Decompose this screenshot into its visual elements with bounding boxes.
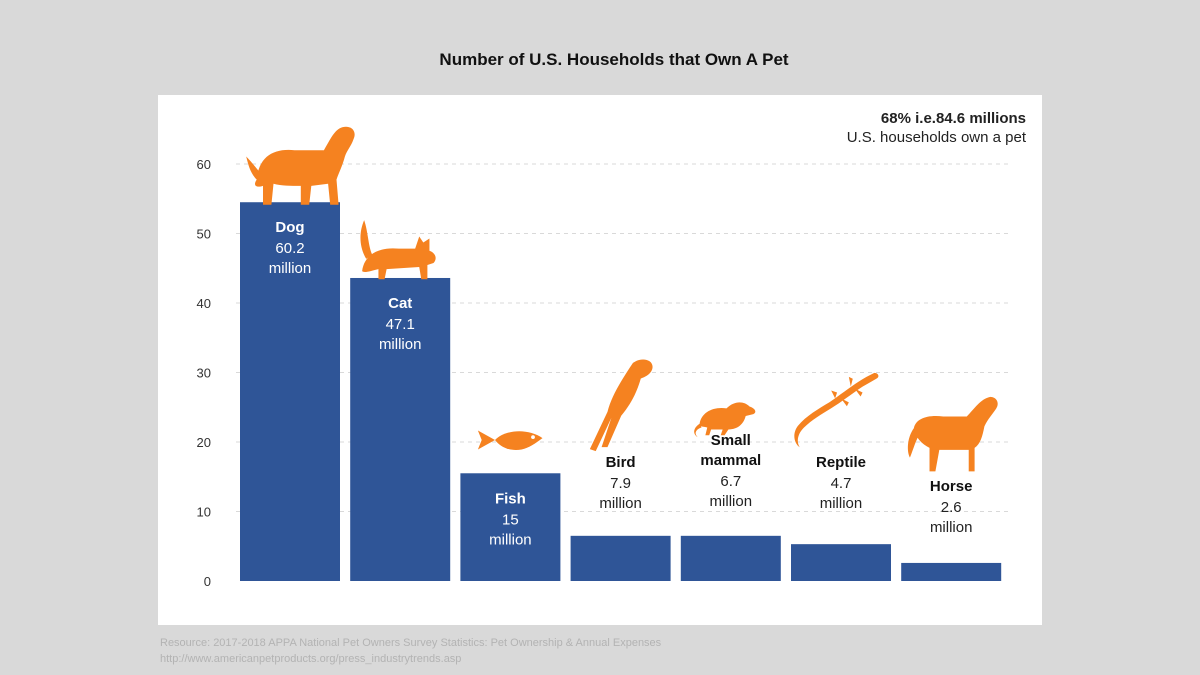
bar-label-unit: million (599, 495, 642, 512)
bar-fish (460, 473, 561, 581)
bar-label-name: Bird (606, 454, 636, 471)
bar-label-value: 60.2 (275, 240, 304, 257)
bar-label-name: Small (711, 432, 751, 449)
horse-body (913, 396, 998, 472)
fish-icon (477, 430, 543, 450)
horse-tail (907, 428, 920, 458)
bar-label-unit: million (489, 531, 532, 548)
bar-label-unit: million (269, 260, 312, 277)
y-tick-label: 30 (197, 366, 211, 381)
y-tick-label: 50 (197, 227, 211, 242)
y-tick-label: 0 (204, 574, 211, 589)
dog-tail (246, 156, 261, 180)
bar-label-value: 15 (502, 511, 519, 528)
dog-icon (246, 126, 355, 205)
cat-body (362, 236, 436, 280)
fish-eye (531, 435, 535, 440)
source-citation: Resource: 2017-2018 APPA National Pet Ow… (160, 637, 662, 649)
bar-label-name: Reptile (816, 454, 866, 471)
cat-icon (360, 220, 436, 280)
fish-body (495, 431, 543, 450)
rat-tail (694, 423, 702, 438)
dog-body (255, 126, 355, 205)
bar-label-unit: million (710, 493, 753, 510)
bar-label-name: mammal (700, 452, 761, 469)
horse-icon (907, 396, 998, 472)
summary-callout: 68% i.e.84.6 millions U.S. households ow… (847, 110, 1026, 146)
bar-label-unit: million (930, 519, 973, 536)
bar-label-name: Dog (275, 219, 304, 236)
bar-label-name: Cat (388, 295, 412, 312)
callout-subtext: U.S. households own a pet (846, 129, 1026, 146)
lizard-icon (794, 372, 879, 448)
callout-headline: 68% i.e.84.6 millions (880, 110, 1026, 127)
bar-label-value: 2.6 (941, 499, 962, 516)
fish-tail (477, 430, 495, 450)
bar-horse (901, 562, 1002, 581)
y-tick-label: 20 (197, 435, 211, 450)
bar-label-name: Horse (930, 478, 973, 495)
bar-label-name: Fish (495, 490, 526, 507)
y-tick-label: 40 (197, 296, 211, 311)
bird-body (589, 359, 653, 452)
bar-label-value: 6.7 (720, 473, 741, 490)
bird-icon (589, 359, 653, 452)
bar-label-unit: million (379, 336, 422, 353)
rat-body (699, 402, 756, 436)
bar-dog (240, 202, 340, 581)
bar-label-value: 4.7 (831, 475, 852, 492)
bar-label-value: 47.1 (386, 316, 415, 333)
source-url: http://www.americanpetproducts.org/press… (160, 653, 462, 665)
lizard-body (794, 372, 879, 448)
bar-label-unit: million (820, 495, 863, 512)
bar-label-value: 7.9 (610, 475, 631, 492)
bar-reptile (791, 544, 891, 581)
rat-icon (694, 402, 756, 438)
bar-cat (350, 277, 451, 581)
cat-tail (360, 220, 373, 259)
bar-small-mammal (680, 535, 781, 581)
y-tick-label: 60 (197, 157, 211, 172)
bar-chart: 0 10 20 30 40 50 60 Dog 60.2 million Cat 47.1 millio… (197, 126, 1008, 589)
chart-title: Number of U.S. Households that Own A Pet (439, 50, 789, 69)
y-tick-label: 10 (197, 505, 211, 520)
bar-bird (570, 535, 671, 581)
